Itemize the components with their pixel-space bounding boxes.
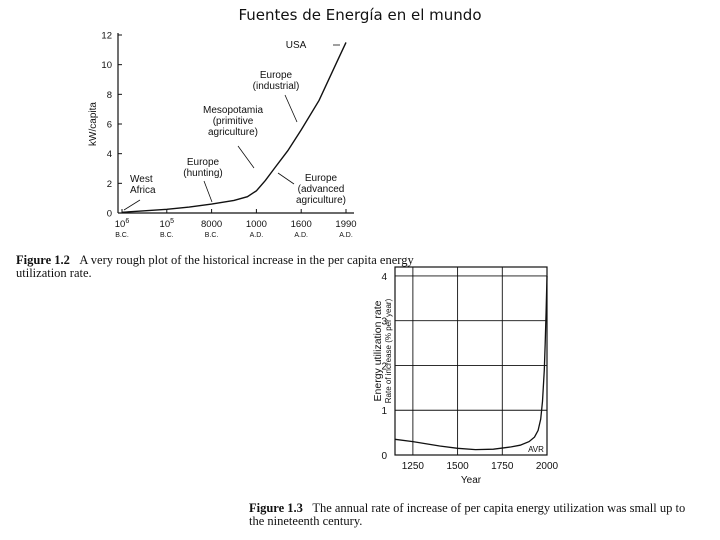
chart1-x-tick-label: 1990 <box>335 219 356 230</box>
annotation-europe-advanced: Europe (advanced agriculture) <box>296 173 346 206</box>
chart2-annotations: AVR <box>528 445 544 454</box>
annotation-europe-hunting: Europe (hunting) <box>183 157 222 179</box>
annotation-europe-hunting-leader <box>203 180 213 203</box>
annotation-usa: USA <box>286 40 307 51</box>
chart2-x-tick-label: 1250 <box>402 461 425 472</box>
annotation-europe-advanced-leader <box>277 172 295 185</box>
figure2-caption-label: Figure 1.3 <box>249 501 303 515</box>
chart1-line <box>121 42 347 213</box>
chart1-x-tick-era: B.C. <box>115 232 129 239</box>
chart1-x-tick-value: 10 <box>160 219 171 230</box>
chart2-x-tick-label: 1500 <box>446 461 469 472</box>
annotation-europe-hunting-line: Europe <box>187 157 220 168</box>
annotation-europe-advanced-line: (advanced <box>298 184 345 195</box>
chart1-x-tick-era: B.C. <box>160 232 174 239</box>
chart1-y-axis-label: kW/capita <box>88 102 99 146</box>
chart1-x-tick-era: A.D. <box>250 232 264 239</box>
chart2-y-tick-label: 1 <box>381 406 387 417</box>
chart1-x-tick-label: 1600 <box>291 219 312 230</box>
annotation-europe-industrial-line: (industrial) <box>253 81 300 92</box>
annotation-europe-industrial-line: Europe <box>260 70 293 81</box>
chart1-y-tick-label: 12 <box>101 31 112 42</box>
figure1-caption: Figure 1.2 A very rough plot of the hist… <box>16 254 446 280</box>
annotation-west-africa: West Africa <box>130 174 156 196</box>
chart1-x-tick-label: 1000 <box>246 219 267 230</box>
annotation-europe-hunting-line: (hunting) <box>183 168 222 179</box>
annotation-europe-industrial: Europe (industrial) <box>253 70 300 92</box>
chart2-line <box>394 275 548 451</box>
chart2-y-axis-sublabel: Rate of increase (% per year) <box>384 298 393 403</box>
chart2-y-axis-label: Energy utilization rate <box>372 300 384 401</box>
chart1-x-tick-era: A.D. <box>339 232 353 239</box>
figure1-caption-label: Figure 1.2 <box>16 253 70 267</box>
chart2-frame <box>394 266 548 456</box>
chart1-x-tick-value: 1600 <box>291 219 312 230</box>
chart1-x-tick-exponent: 6 <box>125 218 129 225</box>
chart2-grid <box>394 266 548 456</box>
annotation-mesopotamia-line: (primitive <box>213 116 254 127</box>
chart1-y-tick-label: 2 <box>107 179 112 190</box>
chart1-y-tick-label: 10 <box>101 60 112 71</box>
chart1-x-tick-label: 8000 <box>201 219 222 230</box>
annotation-mesopotamia-line: agriculture) <box>208 127 258 138</box>
annotation-europe-advanced-line: Europe <box>305 173 338 184</box>
chart1-y-tick-label: 8 <box>107 90 112 101</box>
figure2-caption-text: The annual rate of increase of per capit… <box>249 501 686 528</box>
annotation-west-africa-line: Africa <box>130 185 156 196</box>
chart1-x-tick-label: 105 <box>160 218 175 230</box>
chart1-x-tick-label: 106 <box>115 218 130 230</box>
chart1-x-tick-era: A.D. <box>294 232 308 239</box>
figure1-caption-text: A very rough plot of the historical incr… <box>16 253 414 280</box>
chart1-x-tick-value: 1990 <box>335 219 356 230</box>
chart2-y-tick-label: 2 <box>381 361 387 372</box>
chart2-y-tick-label: 4 <box>381 272 387 283</box>
chart1-y-tick-label: 4 <box>107 149 112 160</box>
chart1-y-tick-label: 0 <box>107 209 112 220</box>
chart1-x-tick-value: 8000 <box>201 219 222 230</box>
annotation-west-africa-line: West <box>130 174 153 185</box>
slide-title: Fuentes de Energía en el mundo <box>238 6 482 24</box>
chart2-x-tick-label: 1750 <box>491 461 514 472</box>
chart2-y-tick-label: 3 <box>381 317 387 328</box>
chart1-y-tick-label: 6 <box>107 120 112 131</box>
chart2-y-tick-label: 0 <box>381 451 387 462</box>
chart2-x-tick-label: 2000 <box>536 461 559 472</box>
chart2-x-axis-label: Year <box>461 475 482 486</box>
chart1-ticks: 024681012106B.C.105B.C.8000B.C.1000A.D.1… <box>101 31 356 240</box>
chart2-ticks: 0 1 2 3 4 1250 1500 1750 2000 Year Energy utilizat… <box>372 272 559 486</box>
chart1-series <box>121 42 347 213</box>
chart1-x-tick-exponent: 5 <box>170 218 174 225</box>
annotation-avr: AVR <box>528 445 544 454</box>
annotation-west-africa-leader <box>123 199 141 211</box>
chart1-x-tick-value: 1000 <box>246 219 267 230</box>
annotation-europe-advanced-line: agriculture) <box>296 195 346 206</box>
chart2-series <box>394 275 548 451</box>
annotation-europe-industrial-leader <box>284 94 298 123</box>
annotation-mesopotamia: Mesopotamia (primitive agriculture) <box>203 105 263 138</box>
annotation-mesopotamia-leader <box>237 145 255 169</box>
figure2-caption: Figure 1.3 The annual rate of increase o… <box>249 502 689 528</box>
chart1-x-tick-value: 10 <box>115 219 126 230</box>
chart1-x-tick-era: B.C. <box>205 232 219 239</box>
annotation-mesopotamia-line: Mesopotamia <box>203 105 263 116</box>
